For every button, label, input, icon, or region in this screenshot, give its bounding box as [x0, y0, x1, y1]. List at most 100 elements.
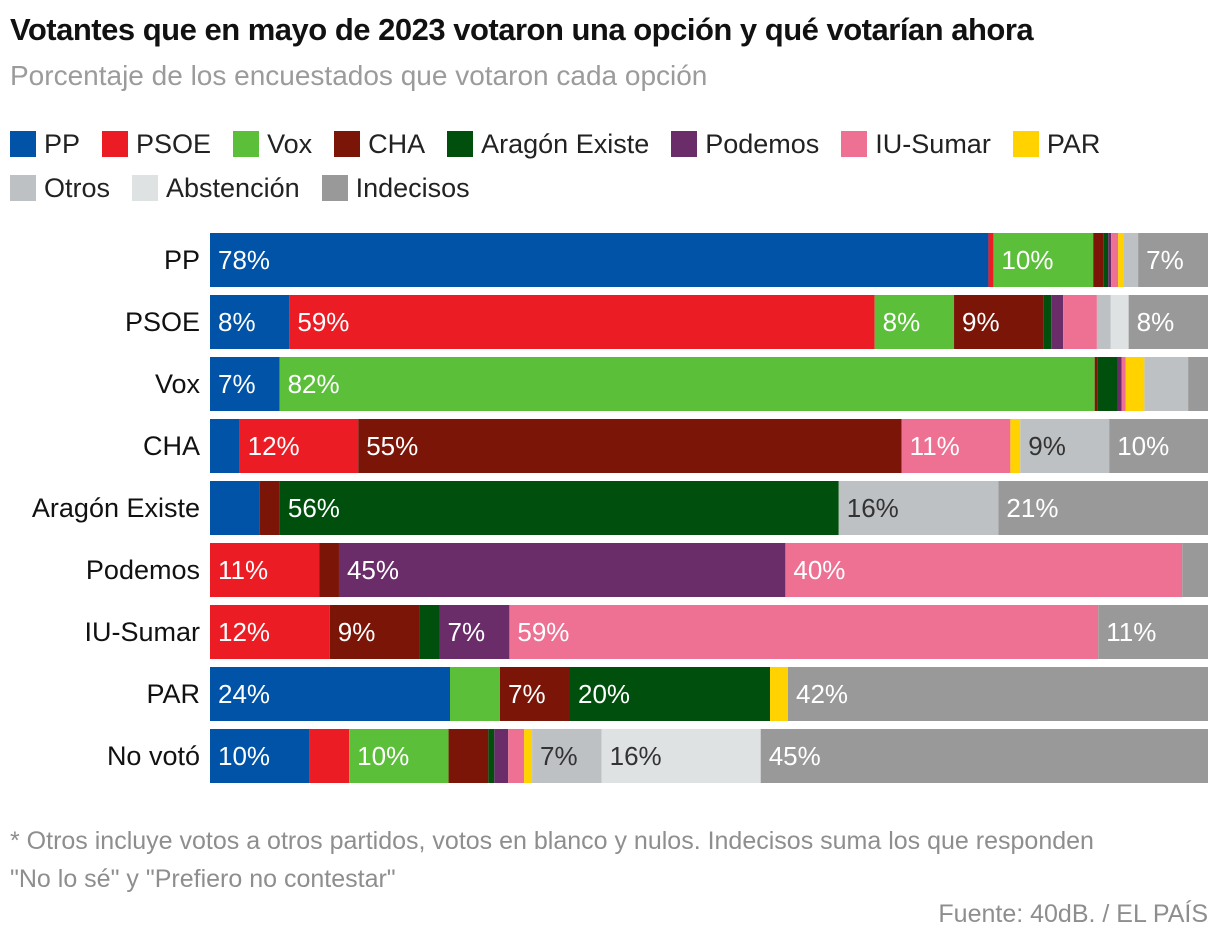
legend-label: PP — [44, 128, 81, 159]
bar-segment-otros — [1096, 295, 1111, 349]
data-label: 11% — [910, 431, 960, 461]
legend-label: Aragón Existe — [481, 128, 650, 159]
data-label: 11% — [1106, 617, 1156, 647]
legend-swatch — [841, 131, 868, 157]
data-label: 40% — [793, 555, 845, 585]
category-label: CHA — [143, 431, 200, 461]
legend-row: PP PSOE Vox CHA Aragón Existe Podemos IU-Sumar… — [10, 124, 1210, 164]
data-label: 42% — [796, 679, 848, 709]
data-label: 9% — [962, 307, 1000, 337]
legend-label: Abstención — [166, 172, 300, 203]
data-label: 10% — [218, 741, 270, 771]
legend-item-iu-sumar: IU-Sumar — [841, 129, 991, 160]
stacked-bar-chart: PP 78% 10% 7% PSOE 8% 59% 8% 9% 8% Vox 7% 82% CHA 12% 5… — [32, 233, 1208, 783]
data-label: 8% — [883, 307, 921, 337]
legend-swatch — [10, 131, 36, 157]
bar-segment-cha — [1094, 357, 1098, 411]
category-label: PP — [164, 245, 200, 275]
legend-item-podemos: Podemos — [671, 129, 819, 160]
data-label: 12% — [248, 431, 300, 461]
data-label: 11% — [218, 555, 268, 585]
bar-segment-vox — [993, 233, 1094, 287]
bar-row-psoe: PSOE 8% 59% 8% 9% 8% — [125, 295, 1208, 349]
data-label: 24% — [218, 679, 270, 709]
legend-label: Indecisos — [355, 172, 470, 203]
bar-segment-otros — [1020, 419, 1110, 473]
legend-swatch — [10, 175, 36, 201]
data-label: 10% — [1117, 431, 1169, 461]
legend-item-cha: CHA — [334, 129, 425, 160]
bar-segment-pp — [210, 233, 989, 287]
legend-label: Podemos — [705, 128, 820, 159]
bar-segment-vox — [349, 729, 449, 783]
bar-segment-podemos — [1051, 295, 1064, 349]
bar-row-no-voto: No votó 10% 10% 7% 16% 45% — [107, 729, 1208, 783]
bar-row-iu-sumar: IU-Sumar 12% 9% 7% 59% 11% — [84, 605, 1208, 659]
legend-swatch — [233, 131, 260, 157]
bar-segment-otros — [1144, 357, 1189, 411]
data-label: 10% — [357, 741, 409, 771]
legend-item-pp: PP — [10, 129, 80, 160]
bar-segment-podemos — [1117, 357, 1122, 411]
bar-segment-psoe — [988, 233, 994, 287]
chart-subtitle: Porcentaje de los encuestados que votaro… — [10, 60, 708, 91]
bar-segment-iu-sumar — [509, 605, 1099, 659]
bar-segment-aragon-existe — [279, 481, 839, 535]
data-label: 9% — [338, 617, 376, 647]
data-label: 8% — [1137, 307, 1175, 337]
source-credit: Fuente: 40dB. / EL PAÍS — [938, 900, 1208, 928]
legend-swatch — [447, 131, 474, 157]
data-label: 12% — [218, 617, 270, 647]
legend-label: PSOE — [136, 128, 212, 159]
bar-segment-par — [770, 667, 788, 721]
legend-label: IU-Sumar — [875, 128, 991, 159]
category-label: IU-Sumar — [84, 617, 200, 647]
legend-swatch — [321, 175, 348, 201]
legend-item-aragon-existe: Aragón Existe — [447, 129, 649, 160]
bar-segment-pp — [210, 667, 450, 721]
bar-segment-pp — [210, 481, 260, 535]
data-label: 9% — [1028, 431, 1066, 461]
bar-segment-indecisos — [1188, 357, 1208, 411]
bar-segment-psoe — [309, 729, 350, 783]
bar-segment-pp — [210, 729, 310, 783]
category-label: Podemos — [86, 555, 200, 585]
data-label: 7% — [1146, 245, 1184, 275]
data-label: 56% — [288, 493, 340, 523]
data-label: 59% — [297, 307, 349, 337]
bar-segment-par — [1010, 419, 1021, 473]
bar-segment-aragon-existe — [419, 605, 440, 659]
legend: PP PSOE Vox CHA Aragón Existe Podemos IU-Sumar… — [10, 124, 1210, 212]
data-label: 7% — [448, 617, 486, 647]
bar-segment-aragon-existe — [1103, 233, 1109, 287]
bar-segment-abstencion — [1110, 295, 1129, 349]
bar-segment-aragon-existe — [1043, 295, 1052, 349]
footnote: * Otros incluye votos a otros partidos, … — [10, 827, 1094, 893]
legend-swatch — [671, 131, 698, 157]
bar-segment-pp — [210, 357, 280, 411]
bar-segment-cha — [358, 419, 902, 473]
bar-segment-psoe — [210, 543, 320, 597]
bar-segment-podemos — [439, 605, 510, 659]
data-label: 45% — [769, 741, 821, 771]
data-label: 16% — [610, 741, 662, 771]
data-label: 10% — [1001, 245, 1053, 275]
bar-segment-podemos — [1108, 233, 1112, 287]
data-label: 45% — [347, 555, 399, 585]
bar-row-cha: CHA 12% 55% 11% 9% 10% — [143, 419, 1208, 473]
bar-segment-indecisos — [788, 667, 1208, 721]
bar-segment-aragon-existe — [488, 729, 495, 783]
bar-row-vox: Vox 7% 82% — [155, 357, 1208, 411]
data-label: 7% — [218, 369, 256, 399]
bar-row-par: PAR 24% 7% 20% 42% — [146, 667, 1208, 721]
bar-segment-otros — [532, 729, 602, 783]
bar-segment-iu-sumar — [1063, 295, 1097, 349]
category-label: PSOE — [125, 307, 200, 337]
bar-segment-indecisos — [998, 481, 1208, 535]
category-label: No votó — [107, 741, 200, 771]
bar-segment-iu-sumar — [901, 419, 1011, 473]
bar-segment-otros — [1123, 233, 1139, 287]
bar-segment-cha — [329, 605, 420, 659]
legend-swatch — [102, 131, 129, 157]
bar-segment-cha — [1093, 233, 1104, 287]
